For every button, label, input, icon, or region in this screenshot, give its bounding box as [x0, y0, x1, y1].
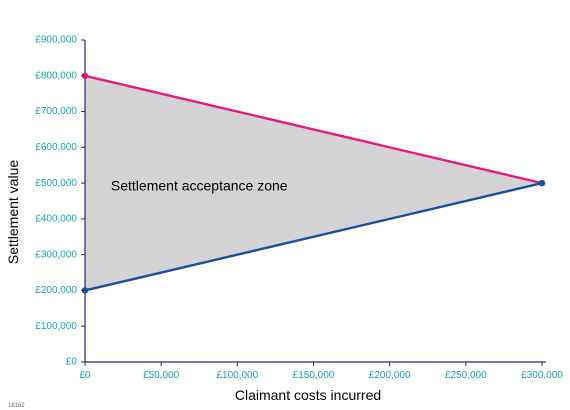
y-tick-label: £800,000: [35, 70, 77, 81]
acceptance-zone: [85, 75, 542, 291]
y-tick-label: £700,000: [35, 106, 77, 117]
series-line-0: [84, 74, 543, 185]
y-tick-label: £200,000: [35, 285, 77, 296]
y-tick-label: £400,000: [35, 214, 77, 225]
y-tick-label: £0: [66, 357, 78, 368]
y-axis-title: Settlement value: [5, 160, 21, 264]
x-tick-label: £200,000: [369, 370, 411, 381]
figure-id: 18162: [8, 403, 25, 409]
x-axis-title: Claimant costs incurred: [235, 387, 381, 403]
x-tick-label: £150,000: [293, 370, 335, 381]
x-tick-label: £100,000: [216, 370, 258, 381]
y-tick-label: £100,000: [35, 321, 77, 332]
series-line-1: [84, 181, 543, 292]
y-tick-label: £300,000: [35, 249, 77, 260]
x-tick-label: £300,000: [521, 370, 563, 381]
zone-label: Settlement acceptance zone: [111, 177, 288, 193]
x-tick-label: £0: [79, 370, 91, 381]
x-tick-label: £250,000: [445, 370, 487, 381]
y-tick-label: £500,000: [35, 178, 77, 189]
series-point-1: [538, 179, 546, 187]
y-tick-label: £600,000: [35, 142, 77, 153]
x-tick-label: £50,000: [143, 370, 180, 381]
y-tick-label: £900,000: [35, 35, 77, 46]
